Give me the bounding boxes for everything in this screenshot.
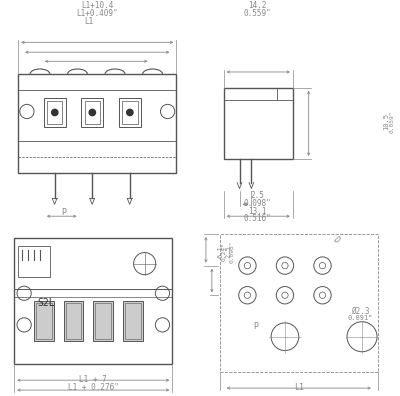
Text: 2.5: 2.5	[226, 246, 232, 258]
Circle shape	[127, 109, 133, 116]
Text: L1: L1	[85, 17, 94, 26]
Bar	[220, 234, 378, 372]
Text: 0.559": 0.559"	[244, 9, 271, 18]
Circle shape	[89, 109, 96, 116]
Text: 0.059": 0.059"	[389, 110, 394, 133]
Text: 0.24": 0.24"	[222, 242, 227, 261]
Bar	[44, 98, 66, 127]
Text: L1+0.409": L1+0.409"	[76, 9, 118, 18]
Text: L1+10.4: L1+10.4	[81, 1, 114, 10]
Text: 14.2: 14.2	[248, 1, 266, 10]
Bar	[224, 88, 293, 159]
Bar	[93, 301, 113, 341]
Text: P: P	[253, 322, 258, 331]
Circle shape	[52, 109, 58, 116]
Text: L1 + 0.276": L1 + 0.276"	[68, 383, 119, 392]
Bar	[18, 246, 50, 278]
Text: 6.1: 6.1	[218, 246, 224, 258]
Text: D: D	[331, 235, 341, 245]
Text: 0.098": 0.098"	[244, 199, 271, 208]
Bar	[125, 303, 141, 339]
Text: 0.098": 0.098"	[230, 240, 235, 263]
Text: S2L: S2L	[38, 298, 56, 308]
Text: 0.516": 0.516"	[244, 215, 271, 223]
Bar	[82, 98, 103, 127]
Bar	[14, 238, 172, 364]
Bar	[36, 303, 52, 339]
Text: Ø2.3: Ø2.3	[351, 307, 369, 316]
Bar	[85, 101, 100, 124]
Bar	[18, 74, 176, 173]
Bar	[123, 301, 143, 341]
Bar	[34, 301, 54, 341]
Bar	[119, 98, 141, 127]
Text: 2.5: 2.5	[250, 191, 264, 200]
Bar	[64, 301, 84, 341]
Text: L1 + 7: L1 + 7	[80, 375, 107, 384]
Text: 10.5: 10.5	[383, 113, 389, 130]
Text: P: P	[61, 208, 66, 217]
Bar	[66, 303, 82, 339]
Bar	[47, 101, 62, 124]
Bar	[95, 303, 111, 339]
Text: 0.091": 0.091"	[347, 315, 373, 321]
Text: 13.1: 13.1	[248, 207, 266, 215]
Text: L1: L1	[294, 383, 304, 392]
Bar	[122, 101, 138, 124]
